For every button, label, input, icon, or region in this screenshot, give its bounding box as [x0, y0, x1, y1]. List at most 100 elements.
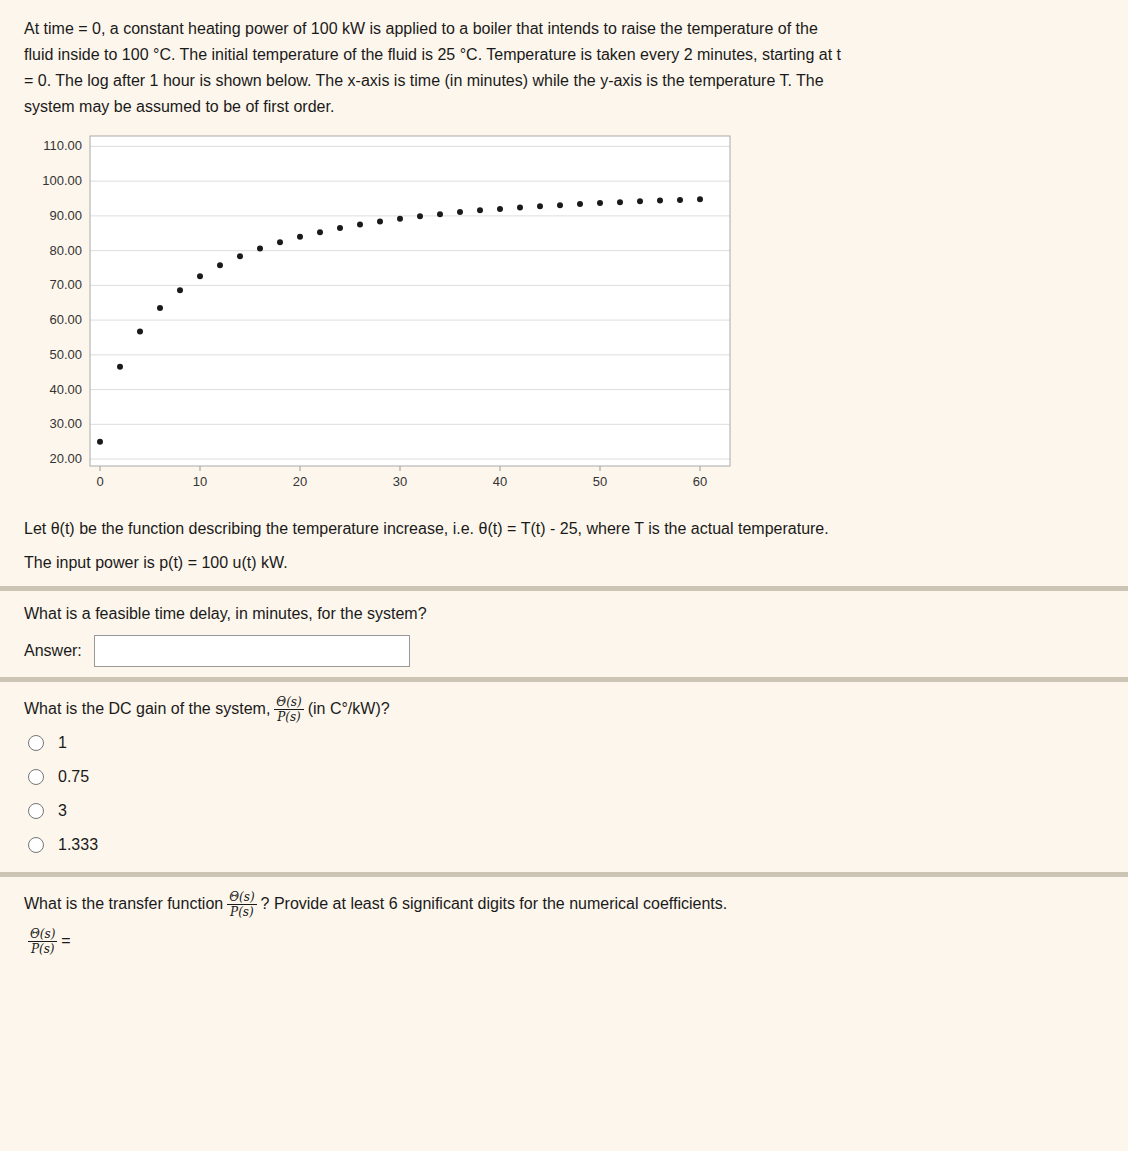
divider	[0, 872, 1128, 877]
divider	[0, 677, 1128, 682]
fraction-numerator: Θ(s)	[227, 890, 256, 905]
fraction-denominator: P(s)	[29, 942, 57, 956]
intro: Let θ(t) be the function describing the …	[0, 516, 1128, 576]
point	[597, 200, 603, 206]
radio-button[interactable]	[28, 735, 44, 751]
grid-line	[90, 424, 730, 425]
point	[517, 205, 523, 211]
fraction-denominator: P(s)	[228, 905, 256, 919]
point	[377, 218, 383, 224]
point	[497, 206, 503, 212]
point	[157, 305, 163, 311]
intro-line: Let θ(t) be the function describing the …	[24, 516, 1104, 542]
question: What is a feasible time delay, in minute…	[24, 601, 1104, 627]
point	[557, 202, 563, 208]
point	[617, 199, 623, 205]
header-line: fluid inside to 100 °C. The initial temp…	[24, 42, 1104, 68]
intro-line: The input power is p(t) = 100 u(t) kW.	[24, 550, 1104, 576]
point	[217, 262, 223, 268]
x-tick	[300, 466, 301, 471]
question-text: What is the DC gain of the system,	[24, 700, 270, 717]
radio-button[interactable]	[28, 769, 44, 785]
point	[97, 439, 103, 445]
question-unit: (in C°/kW)?	[308, 700, 390, 717]
y-tick-label: 50.00	[49, 347, 82, 362]
x-tick	[400, 466, 401, 471]
x-tick-label: 40	[493, 474, 507, 489]
question: What is the transfer function Θ(s)P(s) ? P…	[24, 887, 1104, 921]
tf-section: What is the transfer functionΘ(s)P(s)? P…	[0, 887, 1128, 961]
grid-line	[90, 389, 730, 390]
point	[657, 198, 663, 204]
answer-box[interactable]	[94, 635, 410, 667]
plot-background	[90, 136, 730, 466]
chart: 20.0030.0040.0050.0060.0070.0080.0090.00…	[0, 120, 1128, 510]
grid-line	[90, 215, 730, 216]
y-tick-label: 100.00	[42, 173, 82, 188]
point	[697, 196, 703, 202]
x-tick	[700, 466, 701, 471]
answer-label: Answer:	[24, 642, 82, 660]
x-tick-label: 30	[393, 474, 407, 489]
grid-line	[90, 146, 730, 147]
x-tick	[500, 466, 501, 471]
plot-frame	[90, 136, 730, 466]
grid-line	[90, 181, 730, 182]
point	[237, 253, 243, 259]
point	[677, 197, 683, 203]
grid-line	[90, 285, 730, 286]
point	[277, 239, 283, 245]
header-line: system may be assumed to be of first ord…	[24, 94, 1104, 120]
fraction-denominator: P(s)	[275, 710, 303, 724]
delay-section: What is a feasible time delay, in minute…	[0, 601, 1128, 667]
divider	[0, 586, 1128, 591]
point	[457, 209, 463, 215]
x-tick-label: 20	[293, 474, 307, 489]
x-tick-label: 10	[193, 474, 207, 489]
radio-button[interactable]	[28, 837, 44, 853]
grid-line	[90, 250, 730, 251]
radio-label: 1.333	[58, 836, 98, 854]
grid-line	[90, 459, 730, 460]
y-tick-label: 80.00	[49, 243, 82, 258]
header: At time = 0, a constant heating power of…	[0, 0, 1128, 120]
radio-label: 3	[58, 802, 67, 820]
question-text: ? Provide at least 6 significant digits …	[261, 895, 728, 912]
radio-button[interactable]	[28, 803, 44, 819]
point	[537, 203, 543, 209]
x-tick-label: 50	[593, 474, 607, 489]
point	[177, 287, 183, 293]
points	[97, 196, 703, 444]
radio-label: 1	[58, 734, 67, 752]
point	[257, 246, 263, 252]
question-text: What is the transfer function	[24, 895, 223, 912]
fraction-numerator: Θ(s)	[274, 695, 303, 710]
fraction-numerator: Θ(s)	[28, 927, 57, 942]
point	[337, 225, 343, 231]
radio-option: 0.75	[24, 760, 1104, 794]
answer-row: Answer:	[24, 635, 1104, 667]
x-tick-label: 60	[693, 474, 707, 489]
fraction: Θ(s)P(s)	[28, 927, 57, 956]
y-tick-label: 30.00	[49, 416, 82, 431]
point	[357, 222, 363, 228]
fraction: Θ(s)P(s)	[274, 695, 303, 724]
y-tick-label: 60.00	[49, 312, 82, 327]
point	[577, 201, 583, 207]
point	[297, 234, 303, 240]
y-tick-label: 70.00	[49, 277, 82, 292]
y-tick-label: 40.00	[49, 382, 82, 397]
point	[477, 207, 483, 213]
point	[197, 273, 203, 279]
point	[417, 213, 423, 219]
radio-option: 1.333	[24, 828, 1104, 862]
header-line: At time = 0, a constant heating power of…	[24, 16, 1104, 42]
radio-label: 0.75	[58, 768, 89, 786]
point	[437, 211, 443, 217]
header-line: = 0. The log after 1 hour is shown below…	[24, 68, 1104, 94]
radio-option: 1	[24, 726, 1104, 760]
point	[637, 198, 643, 204]
equation: Θ(s)P(s)=	[24, 921, 1104, 961]
grid-line	[90, 320, 730, 321]
point	[317, 229, 323, 235]
